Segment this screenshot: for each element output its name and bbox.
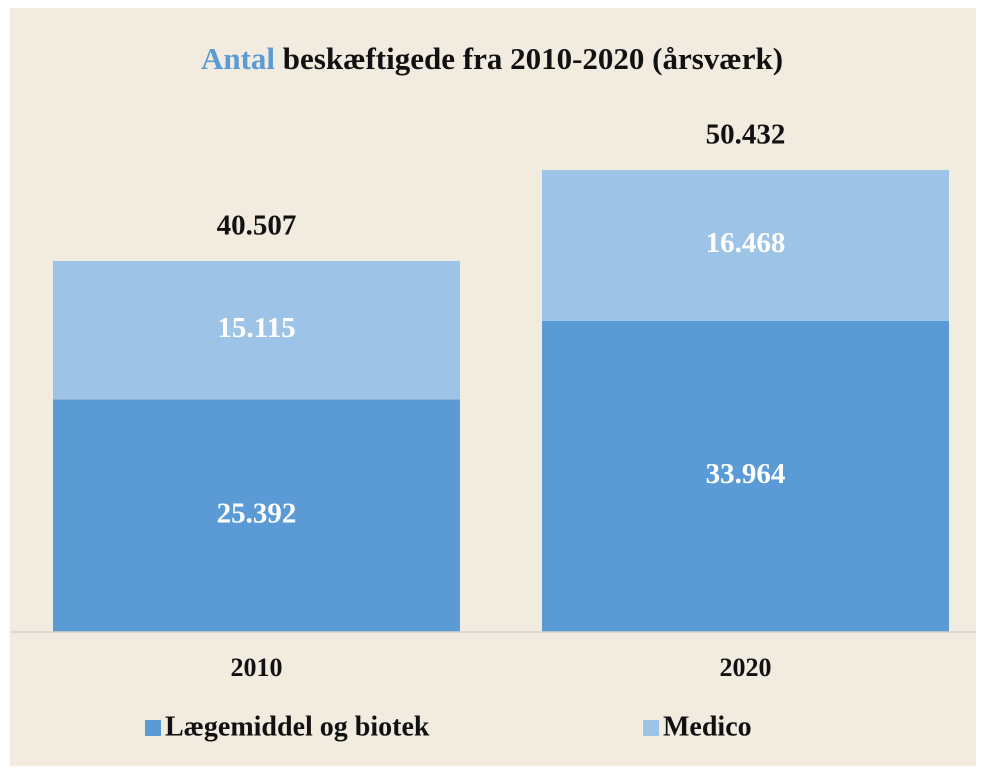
total-label: 40.507 (217, 210, 297, 242)
legend-label: Lægemiddel og biotek (165, 711, 430, 742)
value-label: 15.115 (217, 312, 295, 344)
bar-segment (542, 320, 949, 632)
value-label: 25.392 (217, 497, 297, 529)
x-tick-label: 2010 (231, 653, 283, 682)
bar-segment (53, 260, 460, 400)
bar-segment (53, 399, 460, 632)
chart-title: Antal beskæftigede fra 2010-2020 (årsvær… (201, 41, 783, 76)
value-label: 33.964 (706, 458, 786, 490)
bar-segment (542, 170, 949, 321)
total-label: 50.432 (706, 119, 786, 151)
x-tick-label: 2020 (720, 653, 772, 682)
title-highlight: Antal (201, 41, 275, 76)
legend-label: Medico (663, 711, 752, 742)
title-rest: beskæftigede fra 2010-2020 (årsværk) (283, 41, 783, 76)
legend-swatch (643, 720, 659, 736)
legend-swatch (145, 720, 161, 736)
value-label: 16.468 (706, 227, 786, 259)
